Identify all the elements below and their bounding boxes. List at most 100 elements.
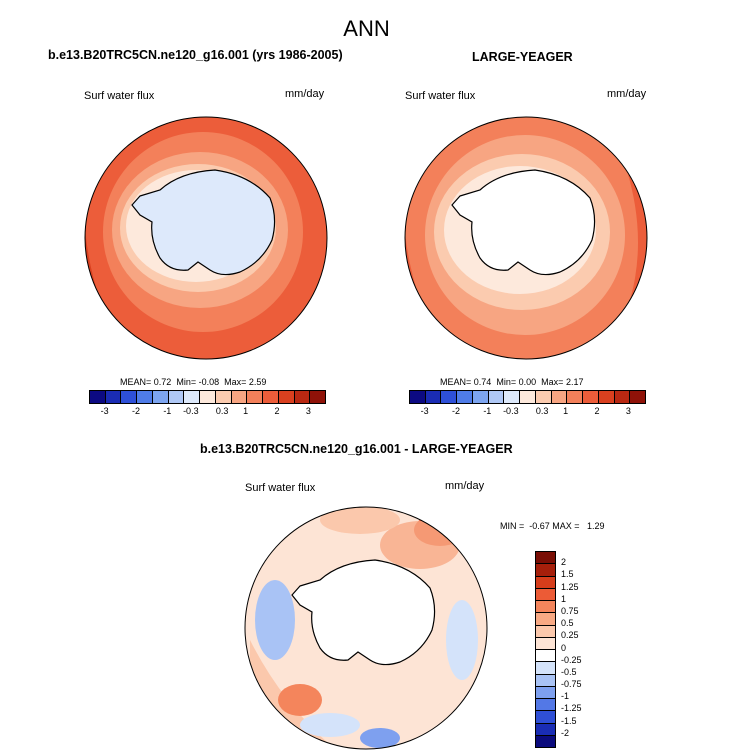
panel2-min: 0.00 (518, 377, 537, 387)
panel3-colorbar-swatch (536, 552, 555, 565)
panel2-mean-label: MEAN= (440, 377, 472, 387)
panel1-colorbar-swatch (263, 391, 279, 403)
panel3-colorbar-tick-label: -2 (561, 727, 570, 738)
panel2-colorbar-swatch (583, 391, 599, 403)
panel3-cool-sw (300, 713, 360, 737)
panel3-colorbar-swatch (536, 723, 555, 736)
panel3-colorbar-swatch (536, 588, 555, 601)
panel3-colorbar-swatch (536, 650, 555, 663)
panel1-units: mm/day (285, 88, 325, 100)
panel2-colorbar-swatch (504, 391, 521, 403)
panel1-colorbar-swatch (152, 391, 169, 403)
panel2-title: LARGE-YEAGER (472, 50, 573, 64)
panel2-colorbar-swatch (441, 391, 458, 403)
panel3-colorbar-tick-label: 0.25 (561, 630, 579, 641)
panel3-colorbar-swatch (536, 674, 555, 687)
panel3-colorbar-swatch (536, 711, 555, 724)
panel3-colorbar-swatch (536, 564, 555, 577)
panel2-colorbar-swatch (488, 391, 505, 403)
panel2-colorbar-tick-label: 3 (625, 406, 631, 416)
panel3-colorbar-swatch (536, 735, 555, 747)
panel3-map-border (244, 506, 488, 750)
panel2-min-label: Min= (496, 377, 517, 387)
panel3-colorbar-tick-label: 1 (561, 593, 567, 604)
figure-title: ANN (343, 16, 390, 41)
panel1-colorbar-swatch (168, 391, 185, 403)
panel1-colorbar-swatch (247, 391, 264, 403)
panel1-field-label: Surf water flux (84, 90, 155, 102)
panel1-colorbar-tick-label: 0.3 (215, 406, 229, 416)
panel1-colorbar-swatch (278, 391, 295, 403)
panel3-colorbar-tick-label: -0.25 (561, 654, 582, 665)
panel2-colorbar-swatch (520, 391, 536, 403)
panel1-max: 2.59 (248, 377, 267, 387)
panel3-colorbar-swatch (536, 601, 555, 614)
panel2-colorbar-tick-label: 0.3 (535, 406, 549, 416)
panel2-colorbar-swatch (567, 391, 584, 403)
panel3-warm-n (320, 507, 400, 534)
panel1-colorbar-swatch (90, 391, 106, 403)
panel1-colorbar-ticks: -3 -2 -1 -0.3 0.3 1 2 3 (89, 406, 324, 418)
panel1-antarctica (131, 169, 276, 276)
panel2-antarctica (451, 169, 596, 276)
panel1-colorbar-tick-label: -3 (100, 406, 109, 416)
panel2-map-border (404, 116, 648, 360)
panel1-mean-label: MEAN= (120, 377, 152, 387)
panel2-colorbar-swatch (472, 391, 489, 403)
panel3-warm-ne (380, 521, 460, 569)
panel2-units: mm/day (607, 88, 647, 100)
panel3-colorbar-tick-label: 0.75 (561, 605, 579, 616)
panel2-colorbar-ticks: -3 -2 -1 -0.3 0.3 1 2 3 (409, 406, 644, 418)
panel2-colorbar-swatch (457, 391, 473, 403)
panel2-max-label: Max= (541, 377, 564, 387)
panel3-colorbar-tick-label: -1.25 (561, 703, 582, 714)
panel3-colorbar-swatch (536, 576, 555, 589)
panel1-colorbar-swatch (215, 391, 232, 403)
panel1-min: -0.08 (198, 377, 220, 387)
panel3-colorbar-ticks: 2 1.5 1.25 1 0.75 0.5 0.25 0 -0.25 -0.5 -0.75 -1 -1.… (561, 551, 601, 746)
panel2-colorbar-tick-label: -1 (483, 406, 492, 416)
panel3-units: mm/day (445, 480, 485, 492)
panel1-colorbar-swatch (121, 391, 138, 403)
panel3-colorbar-swatch (536, 637, 555, 650)
panel2-colorbar-swatch (551, 391, 568, 403)
panel2-max: 2.17 (565, 377, 584, 387)
panel3-colorbar-tick-label: -0.5 (561, 666, 577, 677)
panel3-hot-spot-sw (278, 684, 322, 716)
panel3-colorbar-tick-label: -1 (561, 691, 570, 702)
panel3-stats: MIN = -0.67 MAX = 1.29 (500, 521, 605, 531)
panel2-mean: 0.74 (473, 377, 492, 387)
panel1-colorbar-tick-label: 2 (274, 406, 280, 416)
panel3-cool-west (255, 580, 295, 660)
panel3-colorbar-tick-label: -1.5 (561, 715, 577, 726)
panel3-field-label: Surf water flux (245, 482, 316, 494)
panel2-colorbar-swatch (410, 391, 426, 403)
panel3-colorbar-tick-label: -0.75 (561, 679, 582, 690)
panel1-title: b.e13.B20TRC5CN.ne120_g16.001 (yrs 1986-… (48, 48, 343, 62)
panel2-colorbar-tick-label: -0.3 (503, 406, 519, 416)
panel2-colorbar-swatch (425, 391, 442, 403)
panel1-colorbar-tick-label: 1 (243, 406, 249, 416)
panel3-colorbar-tick-label: 2 (561, 557, 567, 568)
panel3-antarctica (291, 559, 436, 666)
panel1-colorbar-swatch (231, 391, 248, 403)
panel2-colorbar-swatch (614, 391, 631, 403)
panel3-colorbar-tick-label: 0.5 (561, 618, 574, 629)
panel3-colorbar-swatch (536, 686, 555, 699)
panel2-colorbar-swatch (630, 391, 646, 403)
panel2-stats: MEAN= 0.74 Min= 0.00 Max= 2.17 (440, 377, 583, 387)
panel3-colorbar-swatch (536, 625, 555, 638)
panel2-dark-band-east (620, 150, 647, 300)
panel1-colorbar-tick-label: -2 (131, 406, 140, 416)
panel1-colorbar-swatch (310, 391, 326, 403)
panel1-mean: 0.72 (153, 377, 172, 387)
panel1-colorbar-swatch (137, 391, 153, 403)
panel1-min-label: Min= (176, 377, 197, 387)
panel3-cool-s (360, 728, 400, 748)
panel1-max-label: Max= (224, 377, 247, 387)
panel1-colorbar (89, 390, 326, 404)
panel2-colorbar-tick-label: 1 (563, 406, 569, 416)
